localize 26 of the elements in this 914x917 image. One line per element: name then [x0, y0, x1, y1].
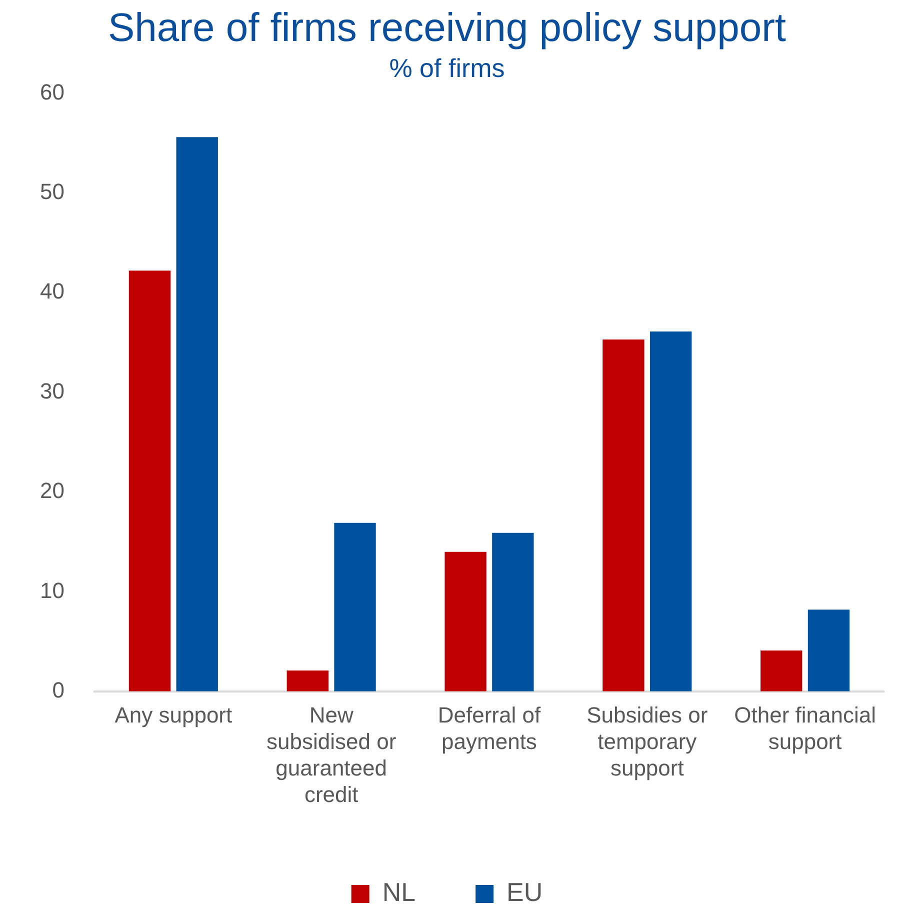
y-tick-label: 20 — [40, 478, 64, 504]
bar — [128, 270, 171, 692]
chart-subtitle: % of firms — [389, 52, 505, 83]
x-tick-label: Other financial support — [734, 702, 876, 754]
bar — [176, 137, 218, 692]
x-tick-label: Deferral of payments — [438, 702, 542, 754]
bar — [760, 650, 802, 692]
bar — [492, 532, 534, 692]
bar — [602, 339, 644, 692]
y-tick-label: 0 — [52, 677, 64, 702]
y-tick-label: 30 — [40, 378, 64, 404]
y-tick-label: 40 — [40, 278, 64, 304]
y-tick-label: 50 — [40, 178, 64, 204]
y-tick-label: 60 — [40, 79, 64, 104]
chart-title: Share of firms receiving policy support — [108, 6, 786, 50]
x-tick-label: New subsidised or guaranteed credit — [266, 702, 396, 807]
bar — [444, 552, 486, 692]
bar — [650, 331, 692, 692]
bar — [808, 610, 850, 692]
bar — [286, 670, 328, 692]
x-tick-label: Any support — [114, 702, 232, 728]
x-tick-label: Subsidies or temporary support — [586, 702, 708, 780]
y-tick-label: 10 — [40, 578, 64, 603]
legend-label: NL — [382, 877, 416, 908]
bar — [334, 522, 376, 692]
legend-label: EU — [506, 877, 543, 908]
